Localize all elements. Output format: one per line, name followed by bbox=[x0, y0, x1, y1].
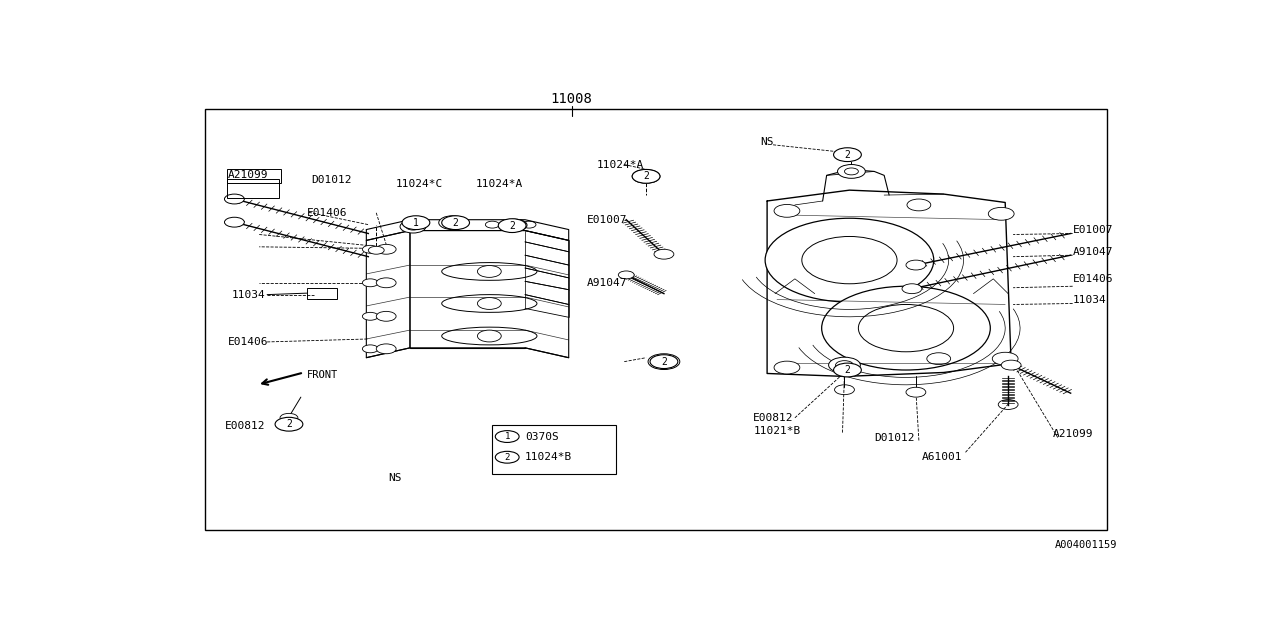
Circle shape bbox=[765, 218, 934, 302]
Text: A21099: A21099 bbox=[1053, 429, 1093, 439]
Text: 2: 2 bbox=[660, 356, 667, 367]
Circle shape bbox=[439, 216, 466, 230]
Text: FRONT: FRONT bbox=[307, 370, 338, 380]
Circle shape bbox=[822, 286, 991, 370]
Text: 11034: 11034 bbox=[1073, 294, 1106, 305]
Text: 2: 2 bbox=[845, 365, 850, 375]
Text: 2: 2 bbox=[453, 218, 458, 228]
Text: 11024*A: 11024*A bbox=[596, 159, 644, 170]
Text: 2: 2 bbox=[509, 221, 515, 230]
Text: E01007: E01007 bbox=[586, 214, 627, 225]
Text: E01406: E01406 bbox=[307, 208, 347, 218]
Circle shape bbox=[1001, 360, 1021, 370]
Circle shape bbox=[618, 271, 634, 279]
Text: 1: 1 bbox=[413, 218, 419, 228]
Circle shape bbox=[224, 217, 244, 227]
Circle shape bbox=[376, 312, 396, 321]
Circle shape bbox=[503, 220, 527, 231]
Text: 1: 1 bbox=[504, 432, 509, 441]
Text: NS: NS bbox=[760, 137, 773, 147]
Circle shape bbox=[495, 451, 520, 463]
Circle shape bbox=[362, 245, 379, 253]
Circle shape bbox=[906, 260, 925, 270]
Text: 2: 2 bbox=[643, 172, 649, 181]
Text: E00812: E00812 bbox=[753, 413, 794, 423]
Circle shape bbox=[376, 344, 396, 354]
Bar bbox=[228, 169, 282, 183]
Circle shape bbox=[280, 413, 298, 422]
Text: 11034: 11034 bbox=[232, 290, 265, 300]
Text: NS: NS bbox=[388, 474, 402, 483]
Text: 2: 2 bbox=[285, 419, 292, 429]
Bar bbox=[228, 179, 279, 198]
Text: E01406: E01406 bbox=[1073, 274, 1114, 284]
Circle shape bbox=[988, 207, 1014, 220]
Text: 0370S: 0370S bbox=[525, 431, 559, 442]
Circle shape bbox=[362, 312, 379, 320]
Circle shape bbox=[376, 244, 396, 254]
Circle shape bbox=[774, 361, 800, 374]
Text: 11024*C: 11024*C bbox=[396, 179, 443, 189]
Circle shape bbox=[376, 278, 396, 288]
Circle shape bbox=[632, 170, 660, 183]
Text: A004001159: A004001159 bbox=[1055, 540, 1117, 550]
Circle shape bbox=[362, 279, 379, 287]
Bar bbox=[493, 425, 617, 474]
Circle shape bbox=[477, 266, 502, 277]
Text: E01007: E01007 bbox=[1073, 225, 1114, 235]
Circle shape bbox=[774, 204, 800, 217]
Circle shape bbox=[992, 352, 1018, 365]
Circle shape bbox=[650, 355, 678, 369]
Bar bbox=[205, 109, 1107, 530]
Circle shape bbox=[833, 363, 861, 377]
Circle shape bbox=[828, 357, 860, 373]
Text: 11024*A: 11024*A bbox=[475, 179, 522, 189]
Circle shape bbox=[654, 249, 673, 259]
Text: A21099: A21099 bbox=[228, 170, 268, 180]
Circle shape bbox=[224, 194, 244, 204]
Text: E01406: E01406 bbox=[228, 337, 268, 347]
Bar bbox=[307, 288, 337, 298]
Text: A91047: A91047 bbox=[586, 278, 627, 288]
Text: D01012: D01012 bbox=[874, 433, 915, 442]
Circle shape bbox=[477, 298, 502, 309]
Circle shape bbox=[837, 164, 865, 179]
Circle shape bbox=[632, 170, 660, 183]
Circle shape bbox=[833, 148, 861, 161]
Circle shape bbox=[906, 387, 925, 397]
Text: 2: 2 bbox=[504, 452, 509, 461]
Circle shape bbox=[402, 216, 430, 230]
Circle shape bbox=[362, 345, 379, 353]
Text: 11024*B: 11024*B bbox=[525, 452, 572, 462]
Text: 11021*B: 11021*B bbox=[753, 426, 800, 436]
Text: D01012: D01012 bbox=[311, 175, 351, 186]
Circle shape bbox=[401, 220, 426, 233]
Text: A91047: A91047 bbox=[1073, 247, 1114, 257]
Circle shape bbox=[495, 431, 520, 442]
Circle shape bbox=[648, 354, 680, 369]
Circle shape bbox=[442, 216, 470, 230]
Circle shape bbox=[902, 284, 922, 294]
Circle shape bbox=[369, 246, 384, 254]
Text: 2: 2 bbox=[845, 150, 850, 159]
Text: E00812: E00812 bbox=[224, 420, 265, 431]
Circle shape bbox=[275, 417, 303, 431]
Circle shape bbox=[498, 219, 526, 232]
Text: 11008: 11008 bbox=[550, 92, 593, 106]
Text: A61001: A61001 bbox=[922, 452, 963, 462]
Circle shape bbox=[477, 330, 502, 342]
